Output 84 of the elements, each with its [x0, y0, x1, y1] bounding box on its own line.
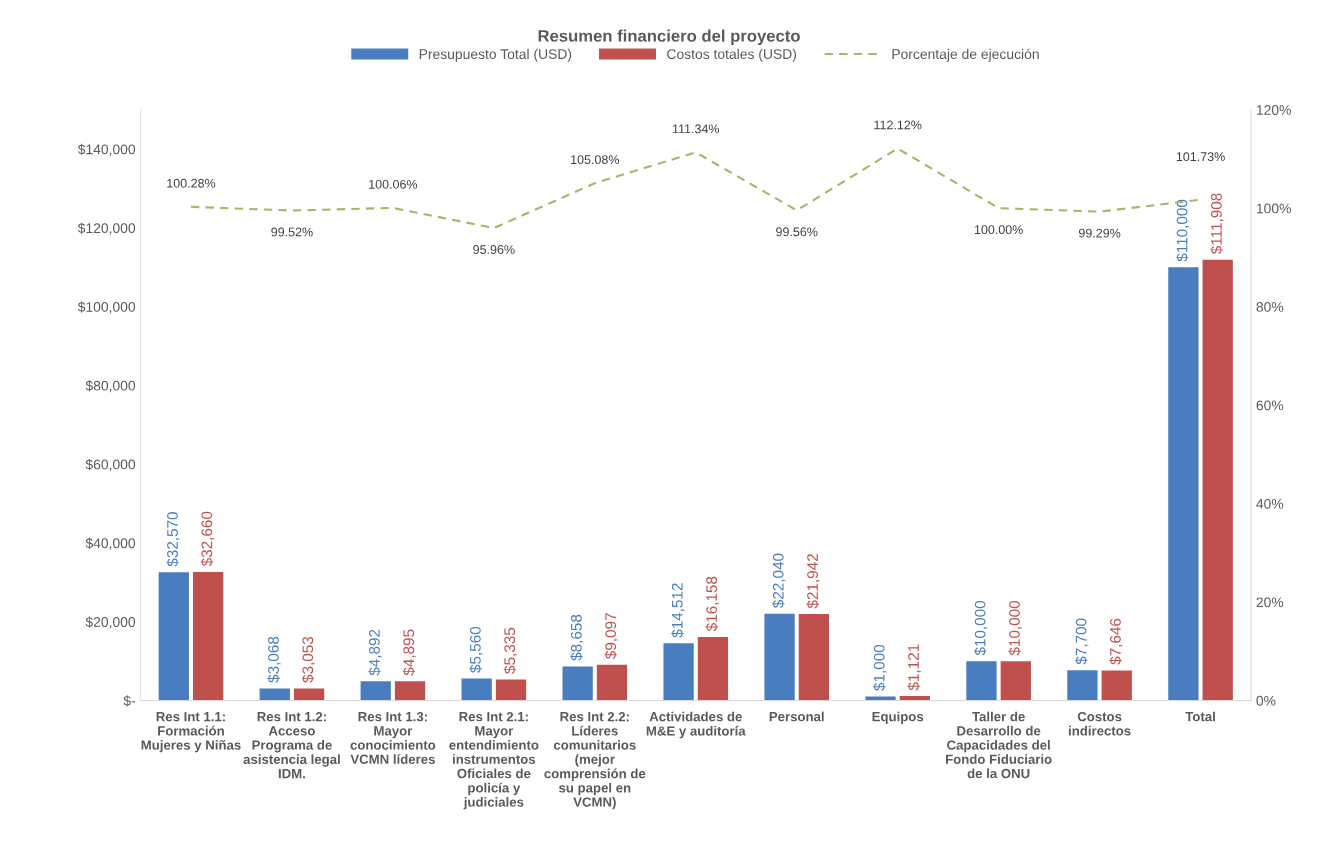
bar — [1067, 670, 1098, 701]
x-tick-label: Actividades de M&E y auditoría — [646, 711, 746, 739]
data-label: 100.28% — [167, 178, 216, 188]
legend-label: Porcentaje de ejecución — [892, 48, 1039, 62]
data-label: $5,560 — [469, 626, 483, 673]
x-tick-label: Total — [1185, 711, 1215, 722]
bar — [562, 666, 593, 701]
data-label: $22,040 — [772, 553, 786, 608]
data-label: 95.96% — [473, 245, 515, 254]
bar — [1202, 259, 1233, 701]
bar — [966, 661, 997, 701]
data-label: $10,000 — [1008, 600, 1022, 656]
x-tick-label: Res Int 2.2: Líderes comunitarios (mejor comprensión de su papel en VCMN) — [544, 711, 646, 810]
y-tick-label: $20,000 — [85, 616, 136, 629]
data-label: $16,158 — [705, 576, 719, 632]
y-tick-label: $120,000 — [77, 222, 136, 235]
bar — [697, 636, 729, 701]
y2-tick-label: 0% — [1256, 695, 1276, 706]
data-label: $10,000 — [974, 600, 988, 656]
y2-tick-label: 120% — [1256, 105, 1291, 115]
y-tick-label: $40,000 — [85, 537, 136, 550]
x-tick-label: Costos indirectos — [1068, 711, 1131, 736]
data-label: $21,942 — [806, 554, 820, 609]
bar — [360, 681, 391, 701]
data-label: $32,660 — [200, 511, 215, 567]
legend-label: Presupuesto Total (USD) — [419, 48, 572, 62]
data-label: $110,000 — [1176, 199, 1190, 262]
data-label: $111,908 — [1210, 193, 1224, 255]
x-tick-label: Res Int 1.3: Mayor conocimiento VCMN líderes — [350, 711, 436, 764]
x-tick-label: Taller de Desarrollo de Capacidades del Fondo Fiduciario de la ONU — [946, 711, 1052, 779]
data-label: $14,512 — [671, 583, 685, 638]
data-label: $1,000 — [873, 644, 887, 691]
x-tick-label: Res Int 1.2: Acceso Programa de asistencia legal IDM. — [243, 711, 340, 779]
data-label: $3,068 — [267, 636, 281, 683]
y-tick-label: $140,000 — [77, 143, 136, 156]
data-label: $9,097 — [604, 613, 618, 659]
bar — [293, 688, 325, 701]
data-label: 112.12% — [874, 120, 922, 130]
data-label: $8,658 — [570, 614, 584, 661]
data-label: 100.06% — [369, 179, 418, 189]
y-tick-label: $60,000 — [85, 458, 136, 472]
bar — [461, 678, 492, 701]
y-tick-label: $100,000 — [77, 301, 136, 314]
bar — [259, 688, 290, 701]
bar — [1000, 661, 1031, 701]
y2-tick-label: 60% — [1256, 400, 1284, 411]
bar — [663, 643, 694, 701]
data-label: $4,895 — [402, 629, 416, 676]
y-tick-label: $- — [123, 695, 136, 707]
y-tick-label: $80,000 — [85, 380, 136, 393]
y2-tick-label: 40% — [1256, 498, 1284, 509]
bar — [394, 681, 426, 701]
bar — [899, 696, 930, 701]
bar — [764, 613, 795, 701]
bar — [798, 614, 830, 701]
data-label: 100.00% — [974, 225, 1023, 235]
data-label: $3,053 — [301, 636, 315, 683]
bar — [596, 664, 628, 701]
data-label: 99.52% — [271, 227, 313, 237]
chart-title: Resumen financiero del proyecto — [538, 29, 800, 46]
data-label: 99.56% — [776, 227, 818, 237]
data-label: 101.73% — [1176, 152, 1225, 162]
x-tick-label: Res Int 1.1: Formación Mujeres y Niñas — [141, 712, 241, 753]
data-label: 105.08% — [571, 155, 620, 165]
y2-tick-label: 20% — [1256, 597, 1284, 608]
bar — [1101, 670, 1132, 701]
y2-tick-label: 80% — [1256, 301, 1284, 312]
y2-tick-label: 100% — [1256, 203, 1291, 214]
data-label: $32,570 — [166, 512, 180, 567]
data-label: 111.34% — [672, 124, 720, 134]
bar — [495, 679, 527, 701]
data-label: $7,700 — [1075, 618, 1089, 665]
x-tick-label: Res Int 2.1: Mayor entendimiento instrumentos Oficiales de policía y judiciales — [449, 711, 539, 810]
x-tick-label: Equipos — [872, 711, 924, 724]
data-label: $5,335 — [503, 627, 517, 674]
bar — [192, 571, 224, 701]
legend-label: Costos totales (USD) — [667, 48, 797, 62]
data-label: 99.29% — [1078, 228, 1121, 238]
data-label: $7,646 — [1109, 618, 1123, 665]
data-label: $4,892 — [368, 629, 382, 676]
x-tick-label: Personal — [769, 711, 824, 722]
bar — [158, 572, 189, 701]
data-label: $1,121 — [907, 644, 921, 691]
bar — [1168, 267, 1199, 701]
